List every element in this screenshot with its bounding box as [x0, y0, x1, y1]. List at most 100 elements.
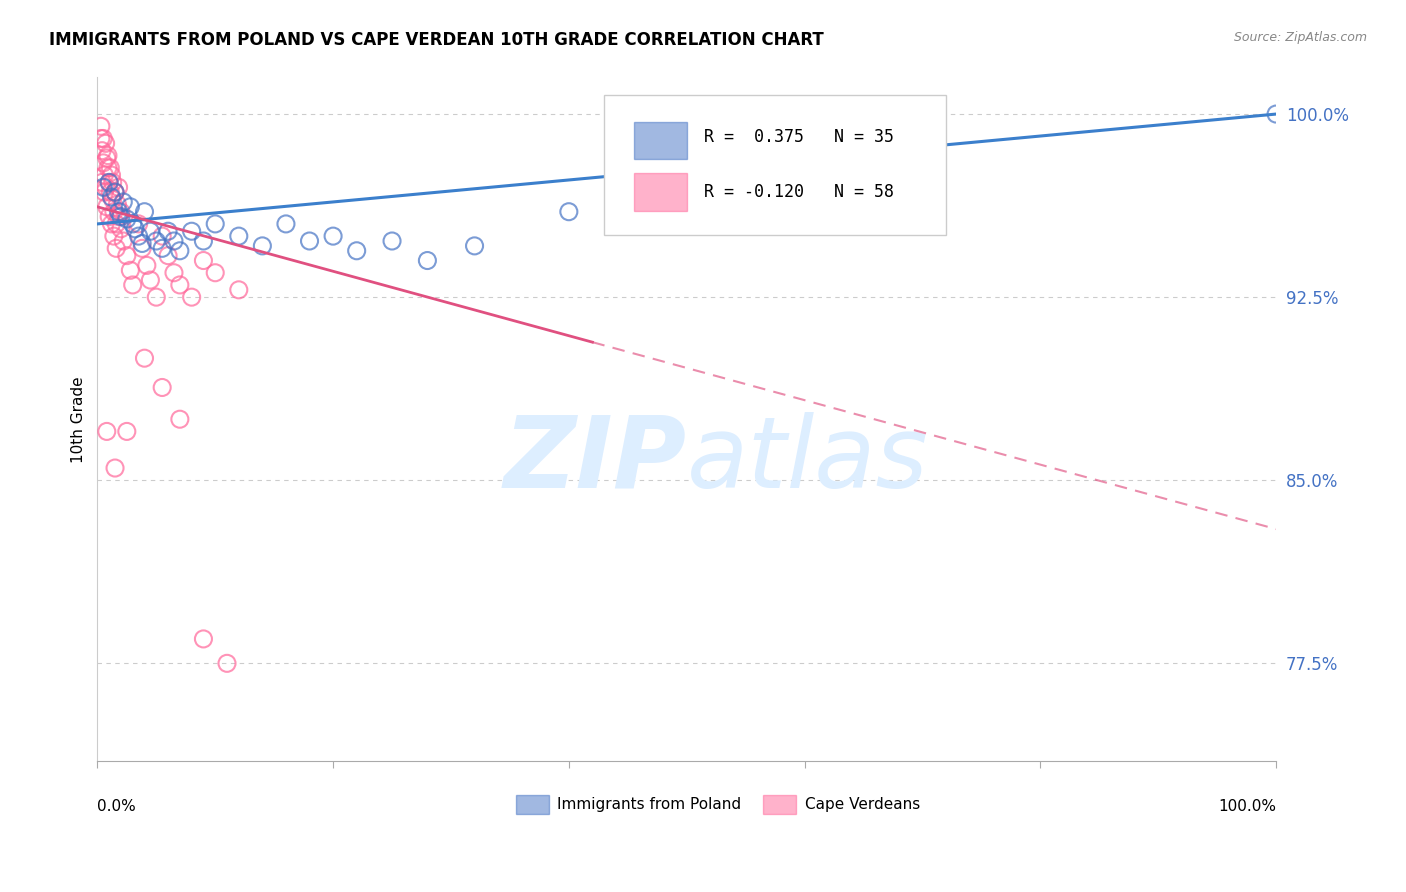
Point	[139, 273, 162, 287]
Bar	[516, 795, 548, 814]
Text: Immigrants from Poland: Immigrants from Poland	[557, 797, 741, 812]
Point	[100, 168, 122, 182]
Point	[139, 224, 162, 238]
Point	[169, 277, 191, 292]
Point	[104, 185, 127, 199]
FancyBboxPatch shape	[605, 95, 946, 235]
Point	[104, 185, 127, 199]
Point	[98, 210, 121, 224]
Text: IMMIGRANTS FROM POLAND VS CAPE VERDEAN 10TH GRADE CORRELATION CHART: IMMIGRANTS FROM POLAND VS CAPE VERDEAN 1…	[49, 31, 824, 49]
Point	[93, 168, 115, 182]
Point	[110, 210, 132, 224]
Point	[381, 234, 404, 248]
Point	[558, 204, 581, 219]
Point	[105, 217, 128, 231]
Point	[91, 156, 114, 170]
Point	[157, 224, 180, 238]
Point	[322, 229, 344, 244]
Point	[91, 175, 114, 189]
Point	[157, 249, 180, 263]
Point	[1265, 107, 1288, 121]
Point	[120, 200, 142, 214]
Point	[90, 131, 112, 145]
Point	[115, 212, 138, 227]
Point	[103, 229, 125, 244]
Point	[163, 234, 186, 248]
Point	[134, 351, 156, 366]
Bar	[634, 173, 686, 211]
Point	[98, 185, 121, 199]
Point	[193, 632, 215, 646]
Point	[90, 120, 112, 134]
Point	[91, 131, 114, 145]
Point	[464, 239, 486, 253]
Point	[169, 412, 191, 426]
Point	[228, 229, 250, 244]
Point	[91, 180, 114, 194]
Point	[193, 253, 215, 268]
Point	[110, 221, 132, 235]
Point	[298, 234, 321, 248]
Point	[93, 185, 115, 199]
Point	[105, 197, 128, 211]
Point	[274, 217, 297, 231]
Point	[145, 290, 167, 304]
Point	[98, 175, 121, 189]
Point	[97, 161, 120, 175]
Point	[150, 241, 173, 255]
Point	[94, 180, 117, 194]
Point	[96, 151, 118, 165]
Point	[124, 221, 146, 235]
Point	[215, 657, 238, 671]
Text: Source: ZipAtlas.com: Source: ZipAtlas.com	[1233, 31, 1367, 45]
Point	[135, 259, 157, 273]
Y-axis label: 10th Grade: 10th Grade	[72, 376, 86, 463]
Point	[121, 217, 143, 231]
Point	[96, 200, 118, 214]
Point	[150, 229, 173, 244]
Point	[115, 425, 138, 439]
Text: 0.0%: 0.0%	[97, 798, 136, 814]
Point	[193, 234, 215, 248]
Point	[100, 190, 122, 204]
Point	[98, 175, 121, 189]
Point	[204, 217, 226, 231]
Bar	[634, 122, 686, 160]
Text: Cape Verdeans: Cape Verdeans	[804, 797, 920, 812]
Point	[91, 144, 114, 158]
Point	[128, 217, 150, 231]
Point	[204, 266, 226, 280]
Point	[145, 234, 167, 248]
Point	[228, 283, 250, 297]
Point	[112, 194, 135, 209]
Point	[112, 234, 135, 248]
Point	[105, 241, 128, 255]
Point	[121, 277, 143, 292]
Point	[128, 229, 150, 244]
Point	[120, 263, 142, 277]
Point	[96, 425, 118, 439]
Point	[101, 175, 124, 189]
Point	[346, 244, 368, 258]
Point	[150, 380, 173, 394]
Point	[110, 204, 132, 219]
Point	[104, 461, 127, 475]
Point	[134, 204, 156, 219]
Point	[94, 136, 117, 151]
Point	[180, 290, 202, 304]
Point	[169, 244, 191, 258]
Point	[131, 241, 153, 255]
Point	[115, 249, 138, 263]
Text: R =  0.375   N = 35: R = 0.375 N = 35	[704, 128, 894, 146]
Point	[104, 185, 127, 199]
Point	[252, 239, 274, 253]
Point	[107, 204, 129, 219]
Text: atlas: atlas	[686, 412, 928, 508]
Point	[107, 180, 129, 194]
Point	[131, 236, 153, 251]
Point	[101, 193, 124, 207]
Text: 100.0%: 100.0%	[1218, 798, 1277, 814]
Text: ZIP: ZIP	[503, 412, 686, 508]
Point	[416, 253, 439, 268]
Point	[107, 210, 129, 224]
